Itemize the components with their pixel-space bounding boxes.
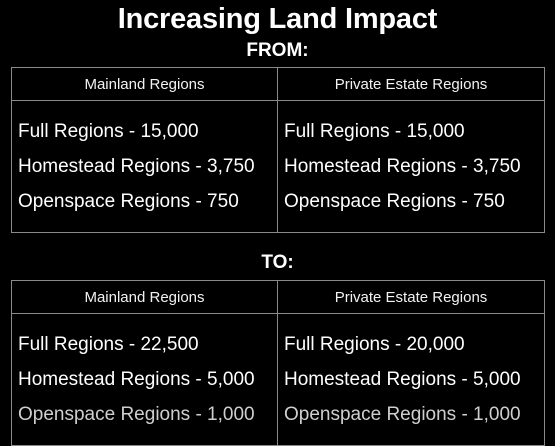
to-private-estate-openspace: Openspace Regions - 1,000 [284,404,521,425]
from-private-estate-homestead: Homestead Regions - 3,750 [284,156,521,177]
from-header-mainland: Mainland Regions [11,67,278,101]
to-header-private-estate: Private Estate Regions [277,280,545,314]
to-mainland-homestead: Homestead Regions - 5,000 [18,369,255,390]
from-mainland-homestead: Homestead Regions - 3,750 [18,156,255,177]
from-data-row: Full Regions - 15,000 Homestead Regions … [11,100,545,233]
to-mainland-openspace: Openspace Regions - 1,000 [18,404,255,425]
from-private-estate-openspace: Openspace Regions - 750 [284,191,505,212]
to-header-row: Mainland Regions Private Estate Regions [11,280,545,314]
from-label: FROM: [246,40,309,61]
to-table: Mainland Regions Private Estate Regions … [11,280,545,446]
from-mainland-openspace: Openspace Regions - 750 [18,191,239,212]
to-private-estate-full: Full Regions - 20,000 [284,334,465,355]
from-private-estate-cell: Full Regions - 15,000 Homestead Regions … [277,100,545,233]
from-header-row: Mainland Regions Private Estate Regions [11,67,545,101]
from-table: Mainland Regions Private Estate Regions … [11,67,545,233]
from-mainland-full: Full Regions - 15,000 [18,121,199,142]
to-private-estate-cell: Full Regions - 20,000 Homestead Regions … [277,313,545,446]
from-mainland-cell: Full Regions - 15,000 Homestead Regions … [11,100,278,233]
page-title: Increasing Land Impact [117,3,438,35]
from-private-estate-full: Full Regions - 15,000 [284,121,465,142]
to-mainland-full: Full Regions - 22,500 [18,334,199,355]
to-data-row: Full Regions - 22,500 Homestead Regions … [11,313,545,446]
to-private-estate-homestead: Homestead Regions - 5,000 [284,369,521,390]
to-label: TO: [261,252,294,273]
to-header-mainland: Mainland Regions [11,280,278,314]
to-mainland-cell: Full Regions - 22,500 Homestead Regions … [11,313,278,446]
from-header-private-estate: Private Estate Regions [277,67,545,101]
